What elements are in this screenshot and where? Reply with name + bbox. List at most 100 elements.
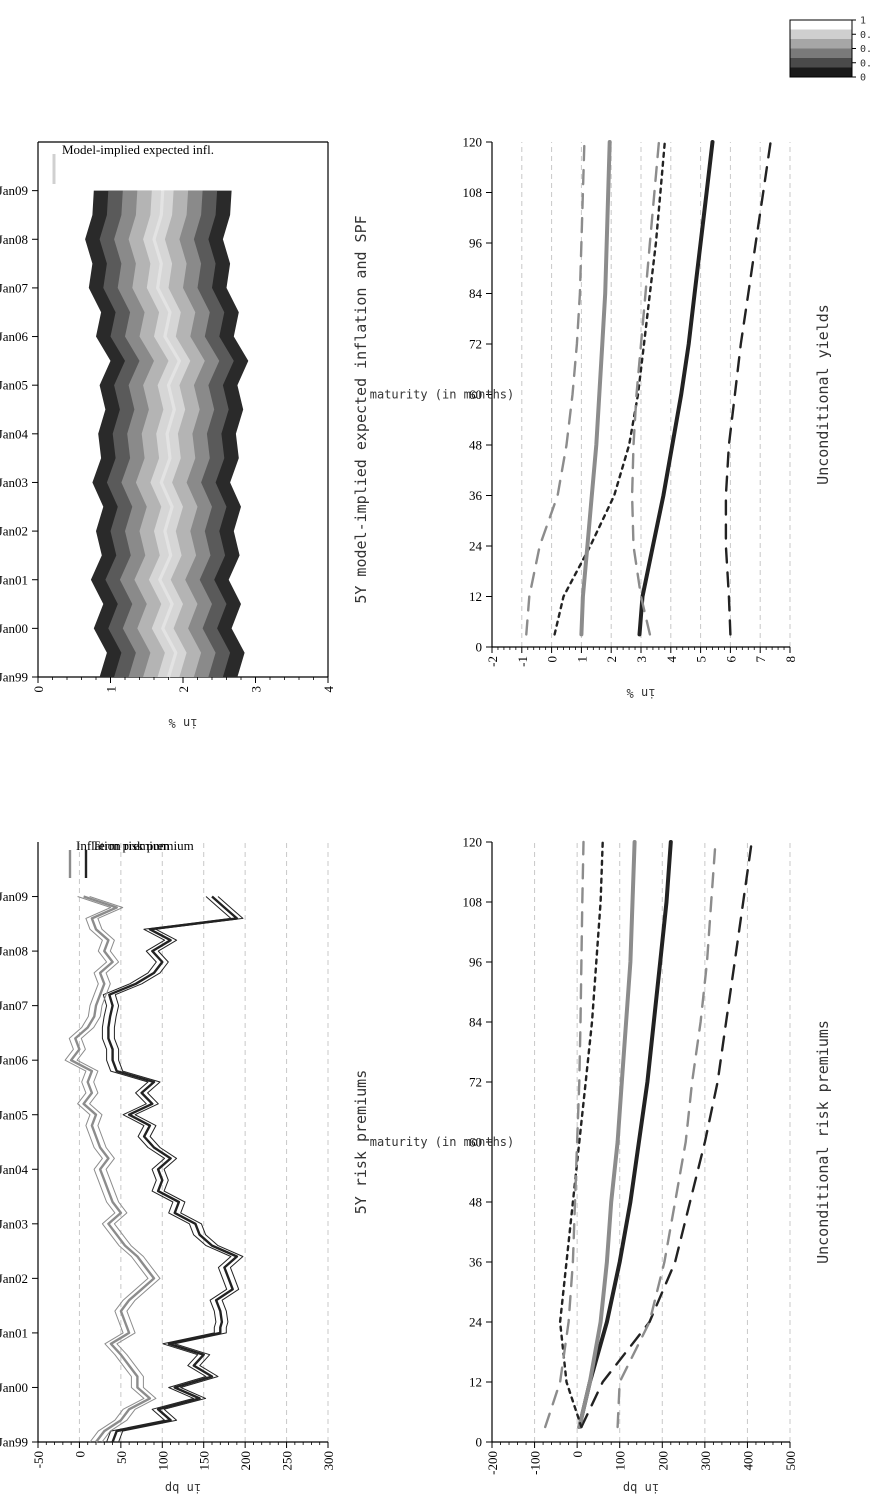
colorbar-label: 0 — [860, 73, 866, 84]
x-tick-label: Jan04 — [0, 426, 28, 441]
y-tick-label: 0 — [31, 686, 46, 693]
x-tick-label: Jan03 — [0, 1216, 28, 1231]
x-tick-label: Jan05 — [0, 378, 28, 393]
chart-title: Unconditional risk premiums — [814, 1020, 832, 1264]
y-tick-label: 3 — [249, 686, 264, 693]
x-tick-label: Jan06 — [0, 329, 28, 344]
series-band-line — [76, 896, 161, 1443]
series-line — [580, 840, 753, 1429]
x-tick-label: Jan99 — [0, 670, 28, 685]
x-tick-label: Jan01 — [0, 1325, 28, 1340]
chart-unconditional-yields: -2 -1 0 1 2 3 4 5 6 7 801224364860728496108120Unco… — [370, 135, 832, 700]
series-band-line — [64, 896, 149, 1443]
chart-title: 5Y risk premiums — [352, 1070, 370, 1215]
x-tick-label: 84 — [469, 286, 483, 301]
x-tick-label: 120 — [463, 135, 483, 150]
x-tick-label: 96 — [469, 955, 483, 970]
series-line — [630, 140, 661, 636]
x-tick-label: Jan07 — [0, 998, 28, 1013]
series-line — [577, 840, 637, 1429]
y-axis-label: in % — [168, 716, 198, 730]
y-tick-label: -1 — [515, 656, 530, 667]
x-tick-label: 12 — [469, 589, 482, 604]
y-tick-label: 300 — [321, 1451, 336, 1471]
y-tick-label: 6 — [723, 656, 738, 663]
colorbar-segment — [790, 29, 852, 39]
series-line — [724, 140, 772, 636]
y-tick-label: 8 — [783, 656, 798, 663]
y-tick-label: 100 — [155, 1451, 170, 1471]
x-tick-label: Jan99 — [0, 1435, 28, 1450]
series-line — [69, 895, 156, 1443]
y-axis-label: in bp — [165, 1481, 201, 1495]
series-line — [558, 840, 604, 1429]
series-line — [107, 895, 239, 1443]
series-line — [637, 140, 715, 637]
x-tick-label: 12 — [469, 1375, 482, 1390]
series-line — [152, 190, 181, 678]
y-tick-label: -200 — [485, 1451, 500, 1475]
y-tick-label: 7 — [753, 656, 768, 663]
y-tick-label: 5 — [694, 656, 709, 663]
x-tick-label: 36 — [469, 488, 483, 503]
y-tick-label: 2 — [176, 686, 191, 693]
y-tick-label: 100 — [613, 1451, 628, 1471]
colorbar-label: 0.25 — [860, 58, 872, 69]
x-tick-label: Jan03 — [0, 475, 28, 490]
x-tick-label: Jan01 — [0, 572, 28, 587]
series-line — [525, 140, 586, 636]
y-tick-label: 400 — [740, 1451, 755, 1471]
y-axis-label: in % — [626, 686, 656, 700]
y-tick-label: 2 — [604, 656, 619, 663]
legend-label: Term premium — [92, 838, 169, 853]
y-tick-label: 200 — [655, 1451, 670, 1471]
colorbar-segment — [790, 39, 852, 49]
colorbar-label: 0.5 — [860, 44, 872, 55]
x-tick-label: Jan08 — [0, 232, 28, 247]
x-tick-label: 60 — [469, 1135, 482, 1150]
y-tick-label: -50 — [31, 1451, 46, 1468]
x-tick-label: Jan06 — [0, 1053, 28, 1068]
y-tick-label: 200 — [238, 1451, 253, 1471]
chart-unconditional-risk-premiums: -200 -100 0 100 200 300 400 500 0 12 24 36 48 60 72 84 9… — [370, 835, 832, 1495]
x-tick-label: 96 — [469, 236, 483, 251]
y-tick-label: 150 — [197, 1451, 212, 1471]
x-tick-label: 24 — [469, 539, 483, 554]
y-tick-label: 250 — [280, 1451, 295, 1471]
legend-label: Inflation risk premium — [76, 838, 194, 853]
y-tick-label: 0 — [545, 656, 560, 663]
x-tick-label: Jan09 — [0, 889, 28, 904]
x-tick-label: 108 — [463, 895, 483, 910]
y-tick-label: 4 — [664, 656, 679, 663]
colorbar-segment — [790, 20, 852, 30]
x-tick-label: 0 — [476, 1435, 483, 1450]
y-tick-label: 1 — [104, 686, 119, 693]
x-tick-label: 108 — [463, 185, 483, 200]
chart-title: 5Y model-implied expected inflation and … — [352, 215, 370, 603]
x-tick-label: Jan08 — [0, 944, 28, 959]
x-tick-label: 120 — [463, 835, 483, 850]
colorbar-label: 1 — [860, 16, 866, 27]
y-tick-label: 0 — [72, 1451, 87, 1458]
series-line — [577, 840, 673, 1429]
series-line — [544, 840, 585, 1429]
series-line — [579, 140, 612, 637]
x-tick-label: 72 — [469, 1075, 482, 1090]
chart-title: Unconditional yields — [814, 304, 832, 485]
y-axis-label: in bp — [623, 1481, 659, 1495]
x-tick-label: Jan00 — [0, 621, 28, 636]
x-tick-label: Jan09 — [0, 183, 28, 198]
x-tick-label: 84 — [469, 1015, 483, 1030]
colorbar-segment — [790, 48, 852, 58]
x-tick-label: Jan07 — [0, 280, 28, 295]
x-tick-label: 0 — [476, 640, 483, 655]
x-tick-label: Jan02 — [0, 1271, 28, 1286]
y-tick-label: 500 — [783, 1451, 798, 1471]
colorbar-segment — [790, 67, 852, 77]
y-tick-label: 4 — [321, 686, 336, 693]
x-tick-label: 60 — [469, 387, 482, 402]
series-band-line — [101, 896, 232, 1443]
series-band-line — [113, 896, 244, 1443]
y-tick-label: 300 — [698, 1451, 713, 1471]
